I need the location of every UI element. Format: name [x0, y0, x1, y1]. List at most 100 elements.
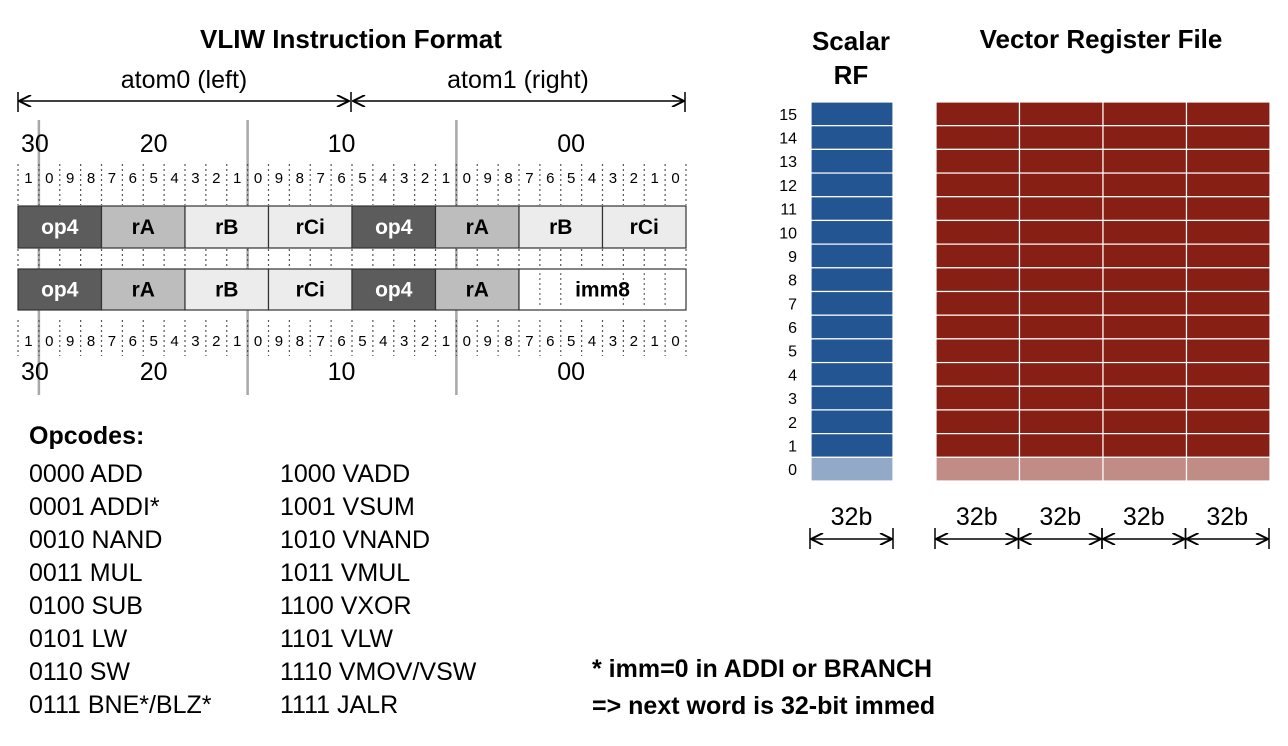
lane-width-labels: 32b 32b 32b 32b 32b: [809, 503, 1270, 549]
bit-digit: 9: [484, 333, 492, 350]
vector-register-cell: [1102, 338, 1188, 364]
vector-register-cell: [935, 267, 1021, 293]
field-label-rCi: rCi: [296, 279, 325, 302]
field-box-op4: [351, 205, 437, 249]
field-label-rCi: rCi: [630, 216, 659, 239]
register-number: 15: [779, 107, 797, 124]
vector-register-cell: [935, 361, 1021, 387]
bit-digit: 9: [66, 333, 74, 350]
bit-digit: 2: [212, 333, 220, 350]
bit-digit: 3: [191, 333, 199, 350]
opcode-entry: 1001 VSUM: [280, 493, 415, 521]
bit-digit: 0: [463, 170, 471, 187]
vector-register-cell: [1102, 196, 1188, 222]
format-title: VLIW Instruction Format: [200, 24, 502, 54]
bit-digit: 1: [24, 333, 32, 350]
lane-width-label: 32b: [1123, 503, 1165, 531]
vector-register-cell: [1018, 456, 1104, 482]
vector-register-cell: [1102, 409, 1188, 435]
field-label-rCi: rCi: [296, 216, 325, 239]
vector-register-cell: [935, 433, 1021, 458]
opcode-entry: 0111 BNE*/BLZ*: [29, 691, 212, 719]
vector-register-cell: [935, 290, 1021, 316]
field-label-rA: rA: [466, 216, 489, 239]
bit-digit: 6: [546, 333, 554, 350]
vector-register-cell: [1018, 148, 1104, 174]
vector-register-cell: [1102, 385, 1188, 411]
field-box-rA: [434, 205, 520, 249]
bit-digit: 0: [254, 333, 262, 350]
lane-width-label: 32b: [1039, 503, 1081, 531]
field-box-imm8: [518, 268, 687, 311]
vector-register-cell: [1185, 267, 1271, 293]
scalar-register-cell: [810, 219, 894, 245]
bit-digit: 3: [191, 170, 199, 187]
scalar-register-file: [810, 101, 894, 482]
vector-register-cell: [935, 338, 1021, 364]
bit-digit: 5: [358, 333, 366, 350]
opcode-entry: 0100 SUB: [29, 592, 143, 620]
bit-digit: 3: [400, 333, 408, 350]
vector-register-cell: [1102, 172, 1188, 198]
vector-register-cell: [1185, 314, 1271, 340]
vector-register-cell: [1018, 267, 1104, 293]
field-box-rA: [434, 268, 520, 311]
note-line-2: => next word is 32-bit immed: [592, 692, 935, 720]
bit-tens-label: 30: [21, 130, 49, 158]
atom1-label: atom1 (right): [447, 66, 589, 94]
bit-digit: 2: [421, 170, 429, 187]
opcode-entry: 1000 VADD: [280, 460, 410, 488]
field-label-op4: op4: [375, 279, 413, 302]
scalar-register-cell: [810, 196, 894, 222]
vector-register-cell: [1185, 361, 1271, 387]
bit-digit: 4: [588, 333, 596, 350]
bit-digit: 8: [504, 333, 512, 350]
vector-register-cell: [1018, 196, 1104, 222]
vector-register-cell: [1185, 101, 1271, 127]
bit-digit: 0: [463, 333, 471, 350]
field-label-rA: rA: [132, 216, 155, 239]
bit-tens-label: 10: [328, 358, 356, 386]
scalar-register-cell: [810, 361, 894, 387]
field-label-rB: rB: [215, 279, 238, 302]
bit-digit: 2: [421, 333, 429, 350]
bit-digit: 9: [275, 170, 283, 187]
vector-register-cell: [1018, 290, 1104, 316]
opcode-entry: 0101 LW: [29, 625, 128, 653]
vector-register-cell: [935, 101, 1021, 127]
bit-digit: 3: [609, 333, 617, 350]
vector-register-cell: [1018, 314, 1104, 340]
scalar-register-cell: [810, 433, 894, 458]
bit-digit: 0: [671, 333, 679, 350]
field-box-rA: [100, 268, 186, 311]
bit-digit: 0: [254, 170, 262, 187]
bit-tens-label: 00: [557, 358, 585, 386]
vector-register-cell: [1102, 314, 1188, 340]
field-label-imm8: imm8: [575, 279, 630, 302]
vector-register-cell: [1185, 433, 1271, 458]
vector-register-cell: [1185, 172, 1271, 198]
bit-digit: 4: [379, 333, 387, 350]
bit-digit: 6: [129, 170, 137, 187]
register-number: 10: [779, 225, 797, 242]
field-box-rB: [184, 205, 270, 249]
vector-register-cell: [935, 314, 1021, 340]
scalar-register-cell: [810, 314, 894, 340]
bit-digit: 1: [442, 333, 450, 350]
register-number: 7: [788, 296, 797, 313]
bit-digit: 9: [484, 170, 492, 187]
vector-register-cell: [935, 196, 1021, 222]
scalar-register-cell: [810, 148, 894, 174]
bit-digit: 7: [525, 333, 533, 350]
vector-register-cell: [1102, 125, 1188, 150]
opcode-entry: 1010 VNAND: [280, 526, 430, 554]
bit-digit: 6: [546, 170, 554, 187]
vector-register-cell: [1185, 243, 1271, 269]
bit-digit: 8: [87, 170, 95, 187]
bit-digit: 7: [525, 170, 533, 187]
bit-digit: 1: [651, 170, 659, 187]
vector-register-cell: [1102, 243, 1188, 269]
vector-register-cell: [1185, 385, 1271, 411]
